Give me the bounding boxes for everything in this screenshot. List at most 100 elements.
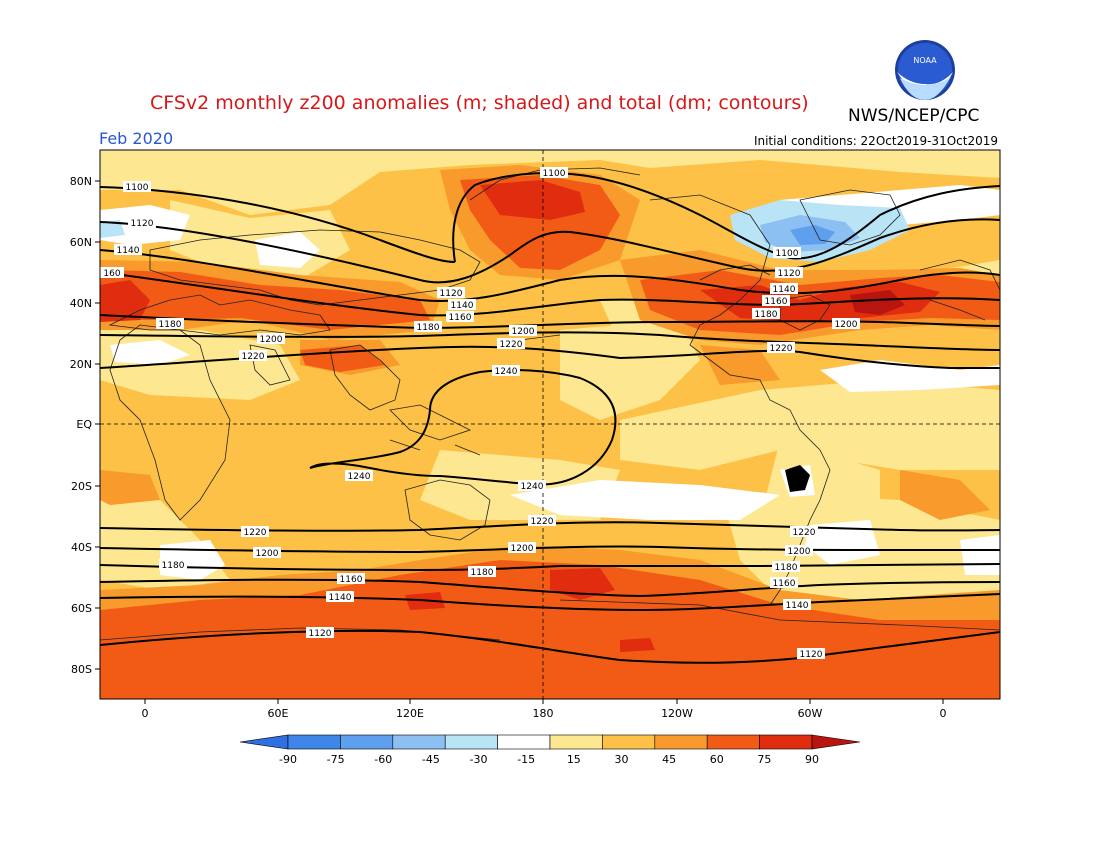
colorbar-tick-label: 30: [614, 753, 628, 766]
contour-1180-south: [100, 563, 1000, 572]
colorbar-tick-label: -15: [517, 753, 535, 766]
colorbar-tick-label: 15: [567, 753, 581, 766]
lake-titicaca-marker: [785, 465, 810, 492]
contour-1200: [100, 331, 1000, 351]
figure-title: CFSv2 monthly z200 anomalies (m; shaded)…: [150, 92, 809, 114]
label-1120-west: 1120: [131, 219, 154, 229]
initial-conditions: Initial conditions: 22Oct2019-31Oct2019: [754, 134, 998, 148]
label-1180-asia: 1180: [417, 323, 440, 333]
colorbar-high-arrow: [811, 734, 861, 750]
label-1140s-indian: 1140: [329, 593, 352, 603]
contour-1120: [100, 218, 1000, 284]
lon-tick-0-east: 0: [940, 707, 947, 720]
label-1100-pacific: 1100: [543, 169, 566, 179]
contour-1140-south: [100, 593, 1000, 612]
latitude-axis: 80N 60N 40N 20N EQ 20S 40S 60S 80S: [70, 175, 100, 676]
lon-tick-120w: 120W: [661, 707, 693, 720]
label-1200s-america: 1200: [788, 547, 811, 557]
label-1140s-america: 1140: [786, 601, 809, 611]
colorbar-swatch: [759, 734, 813, 750]
colorbar-swatch: [340, 734, 394, 750]
label-1120-asia: 1120: [440, 289, 463, 299]
anomaly-shading-over-90: [850, 290, 905, 315]
label-1200-africa: 1200: [260, 335, 283, 345]
contour-1180: [100, 314, 1000, 330]
label-1140-atlantic: 1140: [773, 285, 796, 295]
label-1160-atlantic: 1160: [765, 297, 788, 307]
colorbar-tick-label: 90: [805, 753, 819, 766]
noaa-logo-text: NOAA: [913, 56, 937, 65]
label-1220-pacific: 1220: [500, 340, 523, 350]
contour-1140: [100, 249, 1000, 302]
organization-label: NWS/NCEP/CPC: [848, 106, 979, 126]
label-1100-west: 1100: [126, 183, 149, 193]
contour-1220: [100, 345, 1000, 369]
colorbar-tick-label: -45: [422, 753, 440, 766]
contour-1100-west: [100, 186, 456, 263]
colorbar-swatch: [287, 734, 341, 750]
colorbar-swatch: [549, 734, 603, 750]
contour-1240: [309, 369, 617, 486]
contour-1160: [100, 271, 1000, 317]
anomaly-shading-60-75: [100, 175, 1000, 699]
colorbar-swatches: [287, 734, 813, 750]
map-plot-area: 1100 1100 1100 1120 1120 1120 1140 1140 …: [100, 150, 1000, 699]
label-1120s-indian: 1120: [309, 629, 332, 639]
lon-tick-180: 180: [533, 707, 554, 720]
contour-labels: 1100 1100 1100 1120 1120 1120 1140 1140 …: [100, 167, 860, 660]
lon-tick-0-west: 0: [142, 707, 149, 720]
label-1180-west: 1180: [159, 320, 182, 330]
label-1200s-pacific: 1200: [511, 544, 534, 554]
colorbar-ticks: -90 -75 -60 -45 -30 -15 15 30 45 60 75 90: [279, 753, 819, 766]
label-1160-west: 160: [103, 269, 120, 279]
colorbar-low-arrow: [239, 734, 289, 750]
label-1220s-pacific: 1220: [531, 517, 554, 527]
label-1220s-africa: 1220: [244, 528, 267, 538]
lat-tick-20s: 20S: [71, 480, 92, 493]
lat-tick-60n: 60N: [70, 236, 92, 249]
label-1120-atlantic: 1120: [778, 269, 801, 279]
colorbar-tick-label: 60: [710, 753, 724, 766]
anomaly-shading-negative: [100, 200, 910, 262]
label-1240-south: 1240: [521, 482, 544, 492]
label-1140-asia: 1140: [451, 301, 474, 311]
lat-tick-20n: 20N: [70, 358, 92, 371]
label-1180-atlantic: 1180: [755, 310, 778, 320]
lon-tick-60e: 60E: [268, 707, 289, 720]
noaa-logo: NOAA: [895, 40, 955, 100]
label-1100-atlantic: 1100: [776, 249, 799, 259]
colorbar-tick-label: -90: [279, 753, 297, 766]
label-1120s-america: 1120: [800, 650, 823, 660]
colorbar-swatch: [392, 734, 446, 750]
label-1220s-america: 1220: [793, 528, 816, 538]
lat-tick-40s: 40S: [71, 541, 92, 554]
label-1160-asia: 1160: [449, 313, 472, 323]
colorbar-tick-label: -30: [470, 753, 488, 766]
height-contours: [100, 172, 1000, 664]
label-1180s-pacific: 1180: [471, 568, 494, 578]
lat-tick-40n: 40N: [70, 297, 92, 310]
contour-1120-south: [100, 629, 1000, 664]
colorbar-tick-label: -60: [374, 753, 392, 766]
colorbar-swatch: [602, 734, 656, 750]
label-1200s-africa: 1200: [256, 549, 279, 559]
lat-tick-eq: EQ: [76, 418, 92, 431]
colorbar-swatch: [444, 734, 498, 750]
label-1140-west: 1140: [117, 246, 140, 256]
contour-1200-south: [100, 545, 1000, 554]
contour-1160-south: [100, 578, 1000, 598]
lat-tick-60s: 60S: [71, 602, 92, 615]
label-1180s-africa: 1180: [162, 561, 185, 571]
colorbar-swatch: [497, 734, 551, 750]
lon-tick-60w: 60W: [798, 707, 823, 720]
label-1200-atlantic: 1200: [835, 320, 858, 330]
lat-tick-80n: 80N: [70, 175, 92, 188]
colorbar: -90 -75 -60 -45 -30 -15 15 30 45 60 75 90: [239, 734, 861, 766]
lat-tick-80s: 80S: [71, 663, 92, 676]
label-1220-africa: 1220: [242, 352, 265, 362]
label-1240-west: 1240: [348, 472, 371, 482]
label-1160s-indian: 1160: [340, 575, 363, 585]
colorbar-tick-label: 75: [757, 753, 771, 766]
contour-1220-south: [100, 521, 1000, 532]
